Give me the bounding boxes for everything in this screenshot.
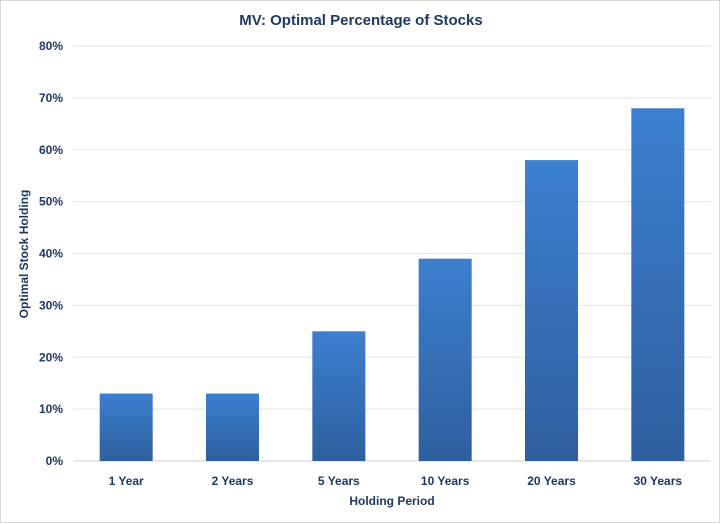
x-tick-label: 10 Years: [421, 474, 470, 488]
x-tick-label: 20 Years: [527, 474, 576, 488]
y-tick-label: 30%: [39, 298, 63, 312]
y-tick-label: 50%: [39, 195, 63, 209]
y-tick-label: 0%: [46, 454, 64, 468]
x-tick-label: 5 Years: [318, 474, 360, 488]
x-tick-label: 2 Years: [212, 474, 254, 488]
chart-title: MV: Optimal Percentage of Stocks: [239, 12, 482, 29]
bar: [312, 331, 366, 461]
x-axis-ticks: 1 Year 2 Years 5 Years 10 Years 20 Years 30 Y…: [109, 474, 683, 488]
y-tick-label: 70%: [39, 91, 63, 105]
x-tick-label: 30 Years: [634, 474, 683, 488]
y-axis-ticks: 0% 10% 20% 30% 40% 50% 60% 70% 80%: [39, 39, 63, 468]
bars: [99, 108, 685, 461]
bar: [631, 108, 685, 461]
bar: [206, 393, 259, 461]
y-axis-label: Optimal Stock Holding: [17, 190, 31, 319]
bar: [525, 160, 578, 461]
y-tick-label: 10%: [39, 402, 63, 416]
bar: [99, 393, 153, 461]
x-axis-label: Holding Period: [349, 494, 434, 508]
y-tick-label: 20%: [39, 350, 63, 364]
bar: [418, 258, 472, 461]
x-tick-label: 1 Year: [109, 474, 144, 488]
y-tick-label: 80%: [39, 39, 63, 53]
y-tick-label: 40%: [39, 247, 63, 261]
gridlines: [73, 45, 711, 462]
y-tick-label: 60%: [39, 143, 63, 157]
